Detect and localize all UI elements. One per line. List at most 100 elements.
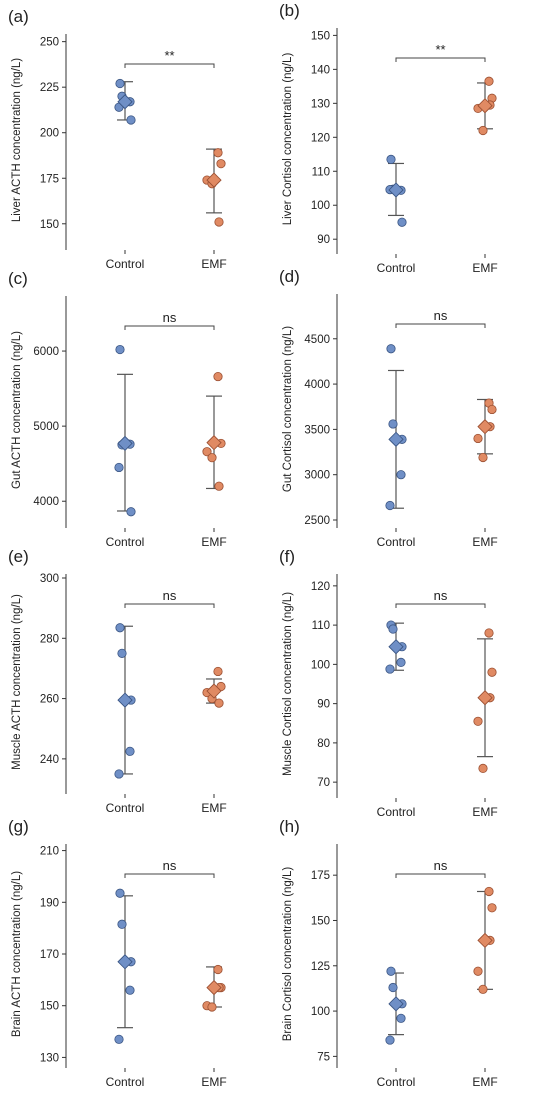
control-data-point xyxy=(385,664,395,674)
x-category-label: EMF xyxy=(201,801,226,815)
y-tick-label: 130 xyxy=(311,98,330,110)
chart-panel-8: (h) 75 100 125 150 175 Control EMF Brain Cortiso… xyxy=(279,817,498,1089)
chart-panel-5: (e) 240 260 280 300 Control EMF Muscle ACTH con… xyxy=(8,547,227,815)
x-category-label: EMF xyxy=(472,261,497,275)
y-tick-label: 5000 xyxy=(33,421,59,433)
chart-panel-2: (b) 90 100 110 120 130 140 150 Control EMF Liver C… xyxy=(279,1,498,275)
control-data-point xyxy=(114,769,124,779)
chart-panel-3: (c) 4000 5000 6000 Control EMF Gut ACTH concen… xyxy=(8,269,227,549)
panel-label: (d) xyxy=(279,267,300,286)
emf-data-point xyxy=(484,628,494,638)
y-tick-label: 125 xyxy=(311,961,330,973)
emf-data-point xyxy=(216,159,226,169)
y-tick-label: 260 xyxy=(40,694,59,706)
significance-bracket xyxy=(395,323,486,328)
emf-data-point xyxy=(213,666,223,677)
x-category-label: EMF xyxy=(201,257,226,271)
y-tick-label: 250 xyxy=(40,37,59,49)
chart-panel-4: (d) 2500 3000 3500 4000 4500 Control EMF Gut Cor… xyxy=(279,267,498,549)
y-tick-label: 210 xyxy=(40,846,59,858)
significance-bracket xyxy=(395,57,486,62)
y-tick-label: 100 xyxy=(311,659,330,671)
emf-data-point xyxy=(473,433,483,444)
control-data-point xyxy=(114,1034,124,1044)
panel-label: (a) xyxy=(8,7,29,26)
y-tick-label: 110 xyxy=(312,620,330,632)
control-data-point xyxy=(114,462,124,473)
control-data-point xyxy=(117,919,127,929)
panel-label: (f) xyxy=(279,547,295,566)
significance-label: ns xyxy=(163,858,177,873)
significance-bracket xyxy=(124,63,215,68)
control-data-point xyxy=(388,624,398,634)
y-axis-title: Muscle ACTH concentration (ng/L) xyxy=(11,594,23,770)
emf-data-point xyxy=(487,667,497,677)
y-tick-label: 175 xyxy=(311,870,330,882)
panel-label: (c) xyxy=(8,269,28,288)
y-tick-label: 100 xyxy=(311,200,330,212)
y-tick-label: 150 xyxy=(40,1001,59,1013)
emf-mean-marker xyxy=(477,98,493,114)
panel-label: (b) xyxy=(279,1,300,20)
emf-data-point xyxy=(478,984,488,994)
y-tick-label: 90 xyxy=(317,234,330,246)
control-data-point xyxy=(386,966,396,976)
control-data-point xyxy=(115,888,125,898)
y-tick-label: 130 xyxy=(40,1052,59,1064)
y-tick-label: 170 xyxy=(40,949,59,961)
x-category-label: Control xyxy=(377,535,416,549)
control-data-point xyxy=(388,982,398,993)
control-data-point xyxy=(386,154,396,164)
y-tick-label: 175 xyxy=(40,173,59,185)
emf-data-point xyxy=(478,125,488,136)
emf-data-point xyxy=(213,964,223,975)
y-tick-label: 240 xyxy=(40,754,59,766)
emf-data-point xyxy=(487,903,497,913)
y-axis-title: Gut ACTH concentration (ng/L) xyxy=(11,331,23,489)
y-tick-label: 150 xyxy=(40,219,59,231)
panel-label: (h) xyxy=(279,817,300,836)
y-tick-label: 75 xyxy=(317,1051,330,1063)
control-data-point xyxy=(125,985,135,995)
significance-bracket xyxy=(124,873,215,878)
control-mean-marker xyxy=(117,692,133,708)
emf-data-point xyxy=(478,763,488,774)
control-mean-marker xyxy=(388,182,404,198)
control-mean-marker xyxy=(388,996,404,1012)
y-axis-title: Brain ACTH concentration (ng/L) xyxy=(11,871,23,1037)
emf-data-point xyxy=(214,481,224,491)
x-category-label: EMF xyxy=(201,1075,226,1089)
control-data-point xyxy=(397,217,407,227)
emf-data-point xyxy=(214,217,224,227)
y-tick-label: 4500 xyxy=(304,334,330,346)
x-category-label: Control xyxy=(106,257,145,271)
control-data-point xyxy=(388,419,398,429)
y-tick-label: 120 xyxy=(311,132,330,144)
y-tick-label: 225 xyxy=(40,82,59,94)
control-data-point xyxy=(126,115,136,125)
y-tick-label: 120 xyxy=(311,581,330,593)
significance-bracket xyxy=(395,603,486,608)
x-category-label: EMF xyxy=(472,805,497,819)
significance-bracket xyxy=(124,603,215,608)
y-tick-label: 100 xyxy=(311,1006,330,1018)
emf-data-point xyxy=(214,698,224,708)
y-tick-label: 80 xyxy=(317,738,330,750)
emf-data-point xyxy=(207,1002,217,1012)
y-tick-label: 70 xyxy=(317,777,330,789)
y-tick-label: 300 xyxy=(40,573,59,585)
emf-mean-marker xyxy=(206,979,222,996)
significance-label: ns xyxy=(434,308,448,323)
x-category-label: Control xyxy=(377,805,416,819)
y-tick-label: 140 xyxy=(311,64,330,76)
x-category-label: Control xyxy=(106,801,145,815)
y-tick-label: 190 xyxy=(40,897,59,909)
emf-data-point xyxy=(473,716,483,726)
y-tick-label: 6000 xyxy=(33,346,59,358)
control-data-point xyxy=(115,623,125,633)
y-tick-label: 3000 xyxy=(304,470,330,482)
chart-panel-1: (a) 150 175 200 225 250 Control EMF Liver ACTH c… xyxy=(8,7,227,271)
x-category-label: EMF xyxy=(472,1075,497,1089)
significance-label: ns xyxy=(434,588,448,603)
